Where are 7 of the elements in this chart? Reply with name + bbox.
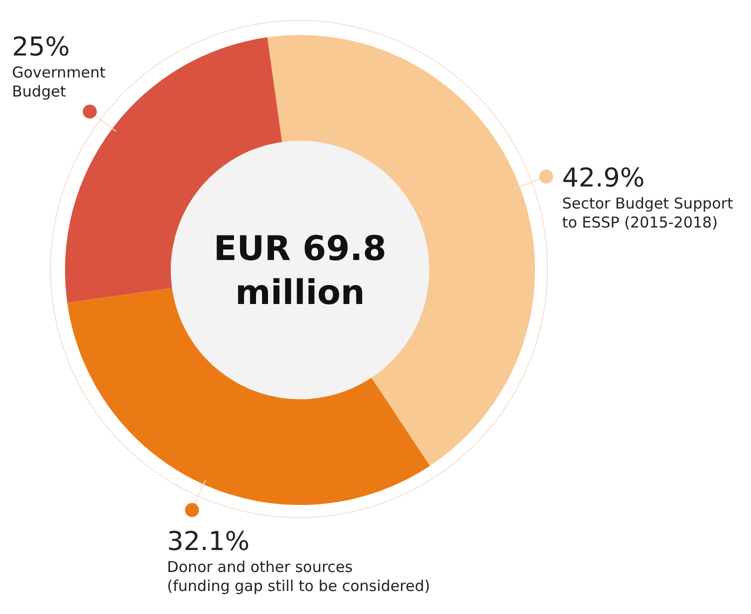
slice-label: Government Budget xyxy=(12,64,106,101)
slice-label: Sector Budget Support to ESSP (2015-2018) xyxy=(562,194,734,232)
slice-label: Donor and other sources (funding gap still to be considered) xyxy=(167,558,430,596)
data-label: 25% xyxy=(12,32,70,63)
data-label: 42.9% xyxy=(562,164,645,194)
data-label: 32.1% xyxy=(167,527,250,558)
text: EUR 69.8 million xyxy=(214,229,386,313)
